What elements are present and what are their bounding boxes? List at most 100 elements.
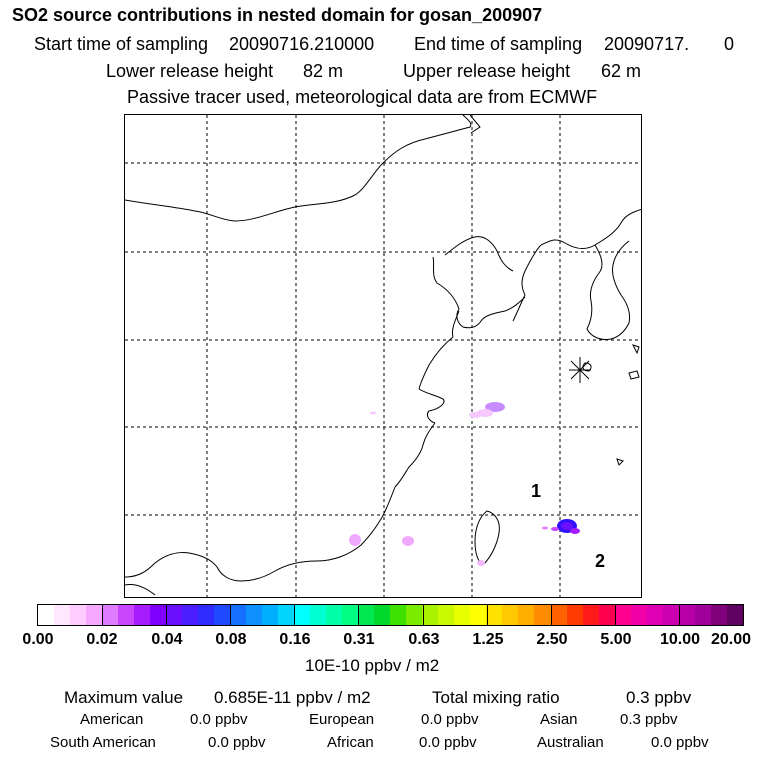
colorbar-tick: 0.08 xyxy=(215,631,247,648)
colorbar-swatch xyxy=(374,605,391,625)
colorbar-swatch xyxy=(246,605,263,625)
upper-height-label: Upper release height xyxy=(403,61,571,81)
colorbar xyxy=(37,604,744,626)
colorbar-tick: 0.02 xyxy=(86,631,118,648)
colorbar-swatch xyxy=(326,605,343,625)
african-value: 0.0 ppbv xyxy=(419,734,477,751)
tracer-note: Passive tracer used, meteorological data… xyxy=(127,87,598,107)
colorbar-tick: 20.00 xyxy=(710,631,752,648)
colorbar-swatch xyxy=(694,605,711,625)
asian-label: Asian xyxy=(540,711,578,728)
max-value-label: Maximum value xyxy=(64,688,184,707)
colorbar-swatch xyxy=(70,605,87,625)
colorbar-swatch xyxy=(630,605,647,625)
colorbar-swatch xyxy=(710,605,727,625)
colorbar-swatch xyxy=(198,605,215,625)
colorbar-swatch xyxy=(86,605,103,625)
colorbar-swatch xyxy=(262,605,279,625)
american-label: American xyxy=(80,711,144,728)
colorbar-swatch xyxy=(550,605,567,625)
colorbar-divider xyxy=(358,605,360,625)
colorbar-swatch xyxy=(438,605,455,625)
start-time-value: 20090716.210000 xyxy=(229,34,375,54)
colorbar-swatch xyxy=(678,605,695,625)
region-label-2: 2 xyxy=(595,551,606,571)
australian-label: Australian xyxy=(537,734,604,751)
colorbar-divider xyxy=(166,605,168,625)
colorbar-tick: 0.31 xyxy=(343,631,375,648)
colorbar-swatch xyxy=(502,605,519,625)
colorbar-swatch xyxy=(486,605,503,625)
colorbar-swatch xyxy=(358,605,375,625)
colorbar-swatch xyxy=(662,605,679,625)
colorbar-divider xyxy=(102,605,104,625)
colorbar-tick: 0.04 xyxy=(151,631,183,648)
colorbar-swatch xyxy=(422,605,439,625)
concentration-blots xyxy=(349,402,580,566)
colorbar-swatch xyxy=(534,605,551,625)
colorbar-swatch xyxy=(166,605,183,625)
colorbar-tick: 0.63 xyxy=(408,631,440,648)
south-american-label: South American xyxy=(50,734,156,751)
colorbar-swatch xyxy=(278,605,295,625)
colorbar-tick: 2.50 xyxy=(536,631,568,648)
colorbar-divider xyxy=(486,605,488,625)
upper-height-value: 62 m xyxy=(601,61,642,81)
colorbar-unit: 10E-10 ppbv / m2 xyxy=(305,656,440,675)
american-value: 0.0 ppbv xyxy=(190,711,248,728)
colorbar-swatch xyxy=(150,605,167,625)
end-time-suffix: 0 xyxy=(724,34,735,54)
colorbar-swatch xyxy=(38,605,55,625)
colorbar-swatch xyxy=(390,605,407,625)
colorbar-swatch xyxy=(454,605,471,625)
colorbar-swatch xyxy=(598,605,615,625)
colorbar-swatch xyxy=(294,605,311,625)
colorbar-swatch xyxy=(134,605,151,625)
european-label: European xyxy=(309,711,375,728)
colorbar-swatch xyxy=(582,605,599,625)
total-mixing-value: 0.3 ppbv xyxy=(626,688,692,707)
lower-height-value: 82 m xyxy=(303,61,344,81)
region-label-1: 1 xyxy=(531,481,542,501)
colorbar-swatch xyxy=(214,605,231,625)
total-mixing-label: Total mixing ratio xyxy=(432,688,560,707)
colorbar-swatch xyxy=(182,605,199,625)
colorbar-tick: 5.00 xyxy=(600,631,632,648)
map-canvas xyxy=(125,115,641,597)
map-panel: 1 2 xyxy=(124,114,642,598)
colorbar-swatch xyxy=(614,605,631,625)
colorbar-swatch xyxy=(102,605,119,625)
european-value: 0.0 ppbv xyxy=(421,711,479,728)
receptor-icon xyxy=(569,357,591,383)
max-value: 0.685E-11 ppbv / m2 xyxy=(214,688,371,707)
colorbar-swatch xyxy=(566,605,583,625)
colorbar-swatch xyxy=(342,605,359,625)
colorbar-divider xyxy=(678,605,680,625)
map-title: SO2 source contributions in nested domai… xyxy=(12,5,543,25)
australian-value: 0.0 ppbv xyxy=(651,734,709,751)
colorbar-swatch xyxy=(726,605,743,625)
colorbar-swatch xyxy=(230,605,247,625)
start-time-label: Start time of sampling xyxy=(34,34,209,54)
colorbar-swatch xyxy=(406,605,423,625)
colorbar-divider xyxy=(550,605,552,625)
colorbar-swatch xyxy=(118,605,135,625)
colorbar-divider xyxy=(422,605,424,625)
colorbar-tick: 1.25 xyxy=(472,631,504,648)
colorbar-divider xyxy=(230,605,232,625)
colorbar-divider xyxy=(294,605,296,625)
lower-height-label: Lower release height xyxy=(106,61,274,81)
colorbar-swatch xyxy=(54,605,71,625)
colorbar-divider xyxy=(614,605,616,625)
colorbar-swatch xyxy=(646,605,663,625)
colorbar-tick: 0.00 xyxy=(22,631,54,648)
graticule xyxy=(125,115,641,597)
end-time-value: 20090717. xyxy=(604,34,690,54)
colorbar-tick: 0.16 xyxy=(279,631,311,648)
colorbar-tick: 10.00 xyxy=(659,631,701,648)
asian-value: 0.3 ppbv xyxy=(620,711,678,728)
south-american-value: 0.0 ppbv xyxy=(208,734,266,751)
colorbar-swatch xyxy=(470,605,487,625)
colorbar-swatch xyxy=(310,605,327,625)
end-time-label: End time of sampling xyxy=(414,34,583,54)
